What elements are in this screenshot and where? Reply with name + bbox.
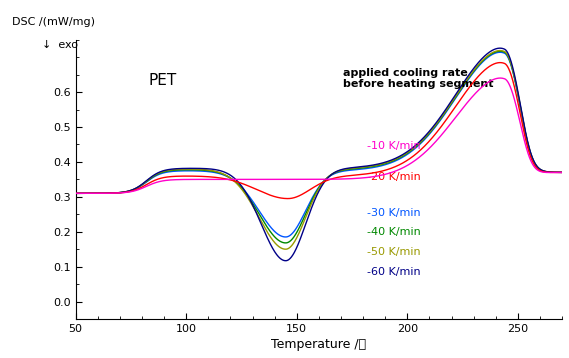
Text: -60 K/min: -60 K/min — [368, 267, 421, 276]
Text: DSC /(mW/mg): DSC /(mW/mg) — [13, 18, 96, 28]
Text: -20 K/min: -20 K/min — [368, 171, 421, 182]
X-axis label: Temperature /度: Temperature /度 — [271, 338, 366, 351]
Text: -40 K/min: -40 K/min — [368, 227, 421, 237]
Text: applied cooling rate
before heating segment: applied cooling rate before heating segm… — [343, 68, 494, 89]
Text: ↓  exo: ↓ exo — [42, 40, 77, 50]
Text: -10 K/min: -10 K/min — [368, 141, 421, 151]
Text: PET: PET — [149, 73, 177, 88]
Text: -50 K/min: -50 K/min — [368, 247, 421, 257]
Text: -30 K/min: -30 K/min — [368, 208, 421, 218]
